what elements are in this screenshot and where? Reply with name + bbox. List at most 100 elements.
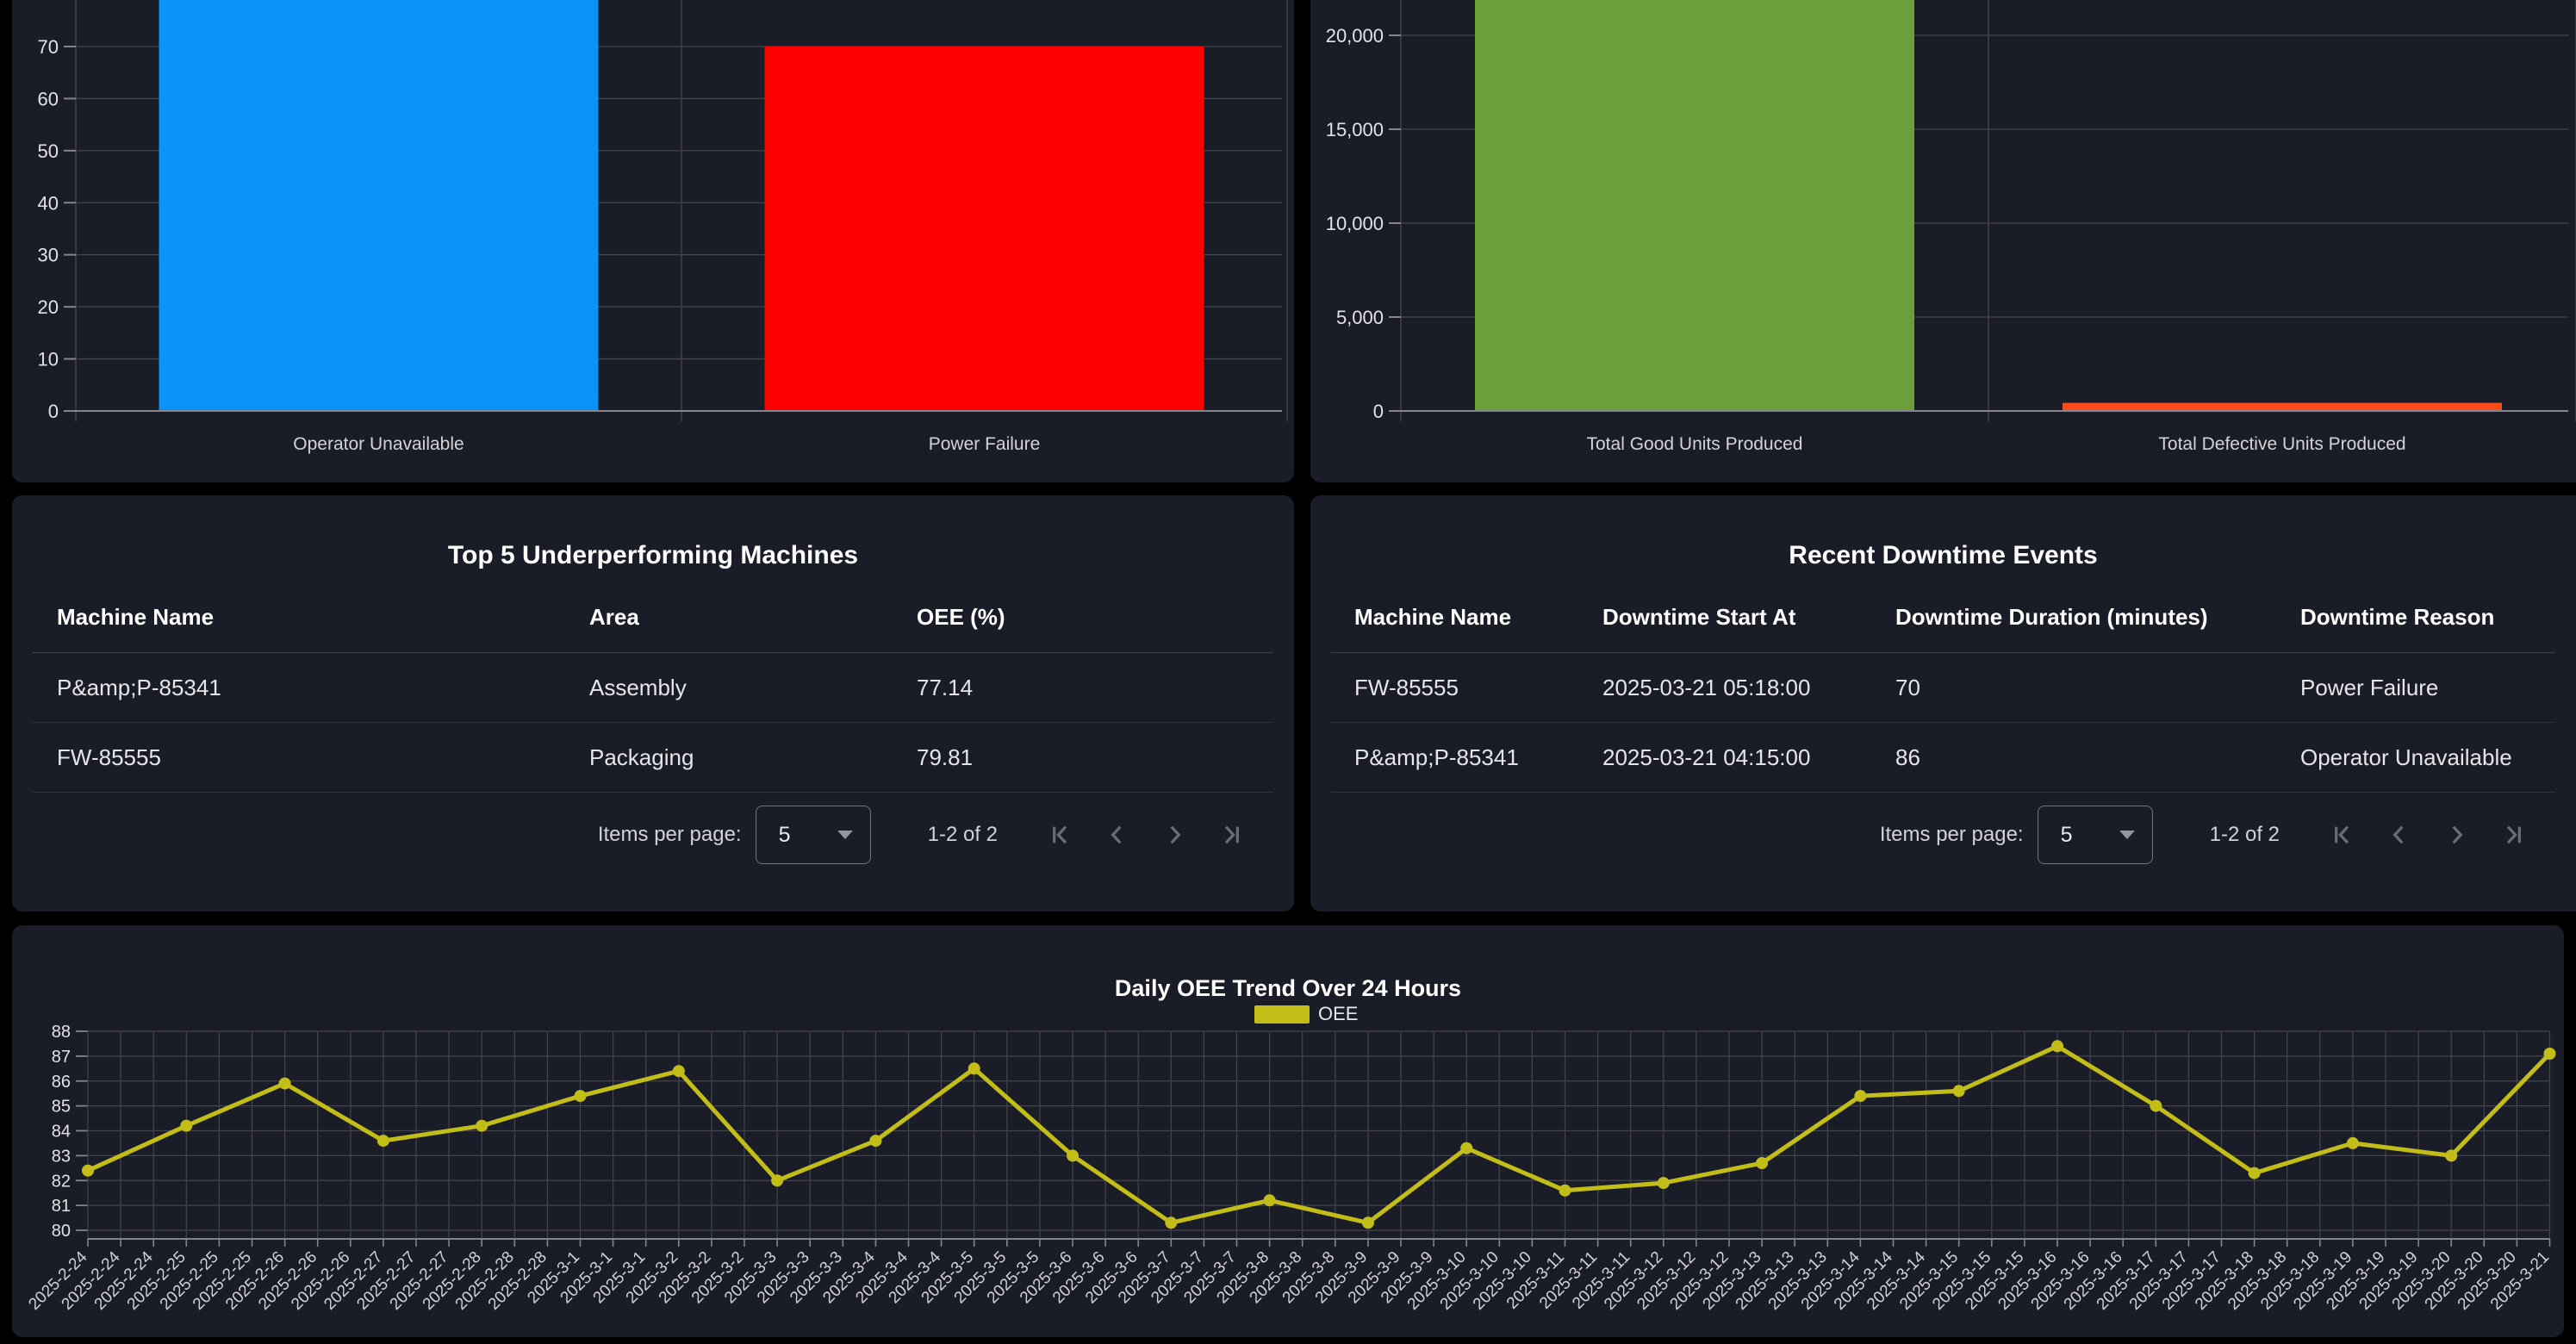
select-caret-icon xyxy=(2119,831,2135,839)
page-range-label: 1-2 of 2 xyxy=(927,823,998,846)
last-page-icon xyxy=(1224,825,1239,844)
chart-title: Daily OEE Trend Over 24 Hours xyxy=(1114,975,1462,1002)
bar xyxy=(764,47,1204,411)
cell-machine-name: P&amp;P-85341 xyxy=(1354,744,1519,770)
previous-page-button[interactable] xyxy=(2371,806,2428,863)
y-tick-label: 88 xyxy=(52,1023,71,1042)
data-point xyxy=(1460,1142,1473,1154)
data-point xyxy=(2346,1136,2359,1149)
table-row: FW-85555 2025-03-21 05:18:00 70 Power Fa… xyxy=(1331,653,2555,723)
y-tick-label: 86 xyxy=(52,1073,71,1092)
cell-downtime-reason: Power Failure xyxy=(2300,674,2439,700)
table-row: P&amp;P-85341 2025-03-21 04:15:00 86 Ope… xyxy=(1331,723,2555,793)
cell-oee: 77.14 xyxy=(917,674,974,700)
panel-underperforming-machines: Top 5 Underperforming Machines Machine N… xyxy=(12,495,1294,912)
y-tick-label: 70 xyxy=(38,36,59,58)
next-page-button[interactable] xyxy=(2428,806,2485,863)
cell-machine-name: P&amp;P-85341 xyxy=(57,674,221,700)
first-page-button[interactable] xyxy=(1032,806,1089,863)
data-point xyxy=(1756,1157,1769,1169)
items-per-page-label: Items per page: xyxy=(1879,823,2024,846)
data-point xyxy=(2248,1167,2261,1179)
column-header-downtime-start: Downtime Start At xyxy=(1602,603,1796,630)
data-point xyxy=(1559,1184,1571,1197)
category-label: Operator Unavailable xyxy=(293,434,464,454)
production-units-bar-chart: 0 5,000 10,000 15,000 20,000 Total Good Units… xyxy=(1326,0,2576,454)
table-title: Top 5 Underperforming Machines xyxy=(447,540,859,569)
y-tick-label: 87 xyxy=(52,1048,71,1067)
cell-area: Assembly xyxy=(589,674,687,700)
last-page-button[interactable] xyxy=(1203,806,1260,863)
first-page-button[interactable] xyxy=(2314,806,2371,863)
cell-downtime-reason: Operator Unavailable xyxy=(2300,744,2512,770)
first-page-icon xyxy=(1053,825,1067,844)
data-point xyxy=(1263,1194,1276,1207)
y-tick-label: 0 xyxy=(1373,401,1384,422)
oee-line xyxy=(86,1043,2552,1225)
y-tick-label: 10,000 xyxy=(1326,213,1384,234)
oee-legend: OEE xyxy=(1254,1003,1358,1025)
data-point xyxy=(476,1119,488,1132)
table-title: Recent Downtime Events xyxy=(1789,540,2098,569)
daily-oee-trend-line-chart: 8081828384858687882025-2-242025-2-242025… xyxy=(25,1023,2556,1314)
column-header-oee: OEE (%) xyxy=(917,603,1005,630)
column-header-machine-name: Machine Name xyxy=(1354,603,1512,630)
column-header-downtime-duration: Downtime Duration (minutes) xyxy=(1895,603,2208,630)
page-size-select[interactable]: 5 xyxy=(755,806,871,864)
y-tick-label: 10 xyxy=(38,349,59,370)
y-tick-label: 30 xyxy=(38,245,59,266)
y-tick-label: 85 xyxy=(52,1098,71,1117)
column-header-downtime-reason: Downtime Reason xyxy=(2300,603,2495,630)
cell-downtime-duration: 70 xyxy=(1895,674,1920,700)
data-point xyxy=(771,1174,784,1187)
panel-downtime-by-reason: 0 10 20 30 40 50 60 70 Operator Unavailable Power… xyxy=(12,0,1294,482)
chevron-right-icon xyxy=(1170,825,1181,844)
data-point xyxy=(278,1077,291,1090)
chevron-right-icon xyxy=(2452,825,2463,844)
category-label: Total Defective Units Produced xyxy=(2158,434,2405,454)
data-point xyxy=(869,1135,882,1148)
select-caret-icon xyxy=(837,831,853,839)
y-tick-label: 81 xyxy=(52,1197,71,1216)
y-tick-label: 50 xyxy=(38,140,59,162)
y-tick-label: 84 xyxy=(52,1123,71,1142)
data-point xyxy=(1657,1177,1670,1190)
paginator: Items per page: 5 1-2 of 2 xyxy=(1310,799,2576,871)
items-per-page-label: Items per page: xyxy=(597,823,742,846)
chevron-left-icon xyxy=(1111,825,1122,844)
data-point xyxy=(2543,1048,2556,1060)
next-page-button[interactable] xyxy=(1146,806,1203,863)
chevron-left-icon xyxy=(2392,825,2404,844)
column-header-machine-name: Machine Name xyxy=(57,603,215,630)
data-point xyxy=(1952,1085,1965,1098)
data-point xyxy=(1067,1149,1079,1162)
cell-machine-name: FW-85555 xyxy=(1354,674,1459,700)
cell-area: Packaging xyxy=(589,744,694,770)
category-label: Total Good Units Produced xyxy=(1587,434,1803,454)
previous-page-button[interactable] xyxy=(1089,806,1146,863)
cell-downtime-start: 2025-03-21 05:18:00 xyxy=(1602,674,1811,700)
data-point xyxy=(1854,1090,1867,1103)
category-label: Power Failure xyxy=(929,434,1041,454)
table-header-row: Machine Name Area OEE (%) xyxy=(33,582,1273,653)
page-size-value: 5 xyxy=(2060,822,2073,847)
cell-oee: 79.81 xyxy=(917,744,974,770)
page-size-select[interactable]: 5 xyxy=(2037,806,2153,864)
data-point xyxy=(2150,1099,2162,1112)
y-tick-label: 20,000 xyxy=(1326,25,1384,47)
y-tick-label: 82 xyxy=(52,1172,71,1191)
data-point xyxy=(574,1090,587,1103)
data-point xyxy=(1165,1216,1178,1229)
legend-oee-label: OEE xyxy=(1318,1003,1359,1024)
y-tick-label: 5,000 xyxy=(1336,307,1384,328)
y-tick-label: 80 xyxy=(52,1222,71,1241)
downtime-events-table: Machine Name Downtime Start At Downtime … xyxy=(1331,582,2555,793)
data-point xyxy=(180,1119,193,1132)
panel-production-units: 0 5,000 10,000 15,000 20,000 Total Good Units… xyxy=(1310,0,2576,482)
data-point xyxy=(2445,1149,2458,1162)
cell-machine-name: FW-85555 xyxy=(57,744,161,770)
last-page-button[interactable] xyxy=(2485,806,2542,863)
y-tick-label: 20 xyxy=(38,296,59,318)
column-header-area: Area xyxy=(589,603,639,630)
